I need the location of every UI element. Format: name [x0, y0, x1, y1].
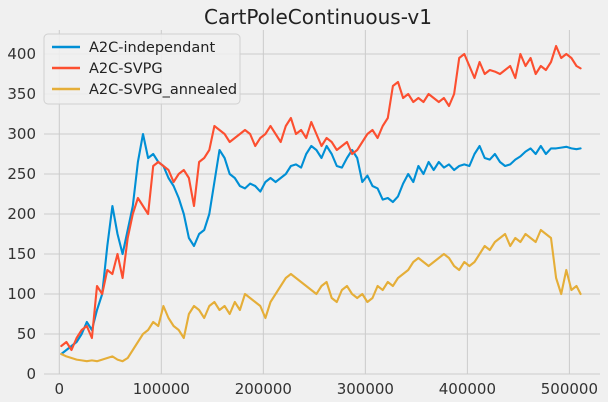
- legend-label: A2C-SVPG_annealed: [89, 82, 237, 98]
- y-tick-label: 0: [26, 365, 36, 383]
- y-tick-label: 250: [7, 165, 36, 183]
- x-tick-label: 100000: [133, 380, 190, 398]
- y-tick-label: 150: [7, 245, 36, 263]
- y-tick-label: 100: [7, 285, 36, 303]
- x-tick-label: 200000: [235, 380, 292, 398]
- series-layer: [60, 44, 582, 363]
- series-line-a2c-svpg-annealed: [60, 228, 582, 363]
- x-tick-label: 0: [55, 380, 65, 398]
- x-tick-label: 500000: [541, 380, 598, 398]
- legend-label: A2C-SVPG: [89, 61, 163, 77]
- legend-box: [43, 33, 241, 105]
- legend: A2C-independant A2C-SVPG A2C-SVPG_annealed: [43, 33, 241, 105]
- series-line-a2c-svpg: [60, 44, 582, 352]
- x-tick-label: 400000: [439, 380, 496, 398]
- y-tick-label: 200: [7, 205, 36, 223]
- y-tick-label: 350: [7, 85, 36, 103]
- series-line-a2c-independant: [60, 132, 582, 356]
- y-tick-label: 50: [17, 325, 36, 343]
- x-tick-label: 300000: [337, 380, 394, 398]
- chart-title: CartPoleContinuous-v1: [204, 5, 432, 29]
- y-tick-label: 400: [7, 45, 36, 63]
- legend-label: A2C-independant: [89, 40, 215, 56]
- tick-label-layer: 0 50 100 150 200 250 300 350 400 0 100000 200000 300…: [7, 45, 598, 398]
- y-tick-label: 300: [7, 125, 36, 143]
